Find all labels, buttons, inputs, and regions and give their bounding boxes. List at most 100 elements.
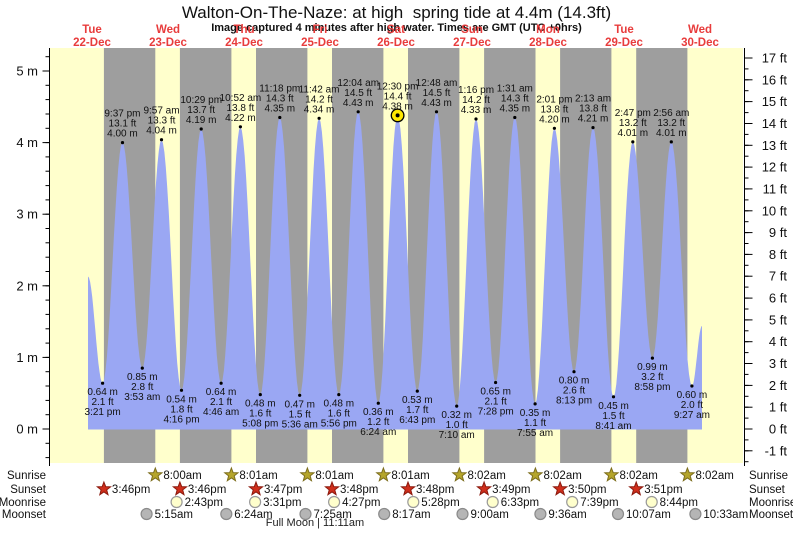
low-tide-time: 3:53 am: [124, 392, 160, 403]
moonset-time: 10:33am: [703, 509, 748, 521]
low-tide-height-m: 0.85 m: [127, 372, 158, 383]
high-tide-height-ft: 14.2 ft: [462, 95, 490, 106]
right-axis-label: 15 ft: [762, 94, 788, 109]
low-tide-height-ft: 1.6 ft: [328, 409, 350, 420]
low-tide-height-m: 0.48 m: [323, 399, 354, 410]
right-axis-label: 2 ft: [769, 378, 787, 393]
low-tide-height-ft: 1.5 ft: [289, 409, 311, 420]
moonrise-circle-icon: [645, 495, 658, 509]
day-header-weekday: Fri: [313, 24, 328, 36]
high-tide-height-m: 4.04 m: [146, 126, 177, 137]
low-tide-point: [337, 393, 341, 397]
low-tide-height-m: 0.65 m: [480, 386, 511, 397]
low-tide-point: [650, 356, 655, 360]
low-tide-height-m: 0.45 m: [598, 401, 629, 412]
low-tide-height-ft: 1.6 ft: [249, 409, 271, 420]
low-tide-time: 8:13 pm: [556, 396, 592, 407]
moonset-circle-icon: [299, 507, 312, 521]
chart-subtitle: Image captured 4 minutes after high wate…: [211, 22, 582, 34]
low-tide-height-m: 0.36 m: [363, 407, 394, 418]
low-tide-height-m: 0.35 m: [520, 408, 551, 419]
moonset-time: 7:25am: [313, 509, 351, 521]
day-header-date: 25-Dec: [301, 37, 339, 49]
high-tide-time: 11:42 am: [299, 84, 340, 95]
high-tide-height-m: 4.33 m: [461, 105, 492, 116]
day-header-date: 27-Dec: [453, 37, 491, 49]
high-tide-point: [278, 115, 282, 120]
low-tide-point: [258, 393, 262, 397]
low-tide-point: [611, 395, 616, 399]
high-tide-time: 12:48 am: [416, 78, 458, 89]
high-tide-height-ft: 13.3 ft: [148, 116, 176, 127]
moonset-circle-icon: [378, 507, 391, 521]
high-tide-point: [238, 125, 242, 129]
high-tide-point: [513, 115, 517, 120]
low-tide-height-m: 0.80 m: [559, 376, 590, 387]
sunrise-time: 8:02am: [695, 470, 733, 482]
low-tide-height-m: 0.64 m: [206, 387, 237, 398]
low-tide-point: [415, 389, 419, 393]
low-tide-height-ft: 1.0 ft: [446, 420, 468, 431]
sunset-time: 3:49pm: [492, 484, 530, 496]
day-header-date: 28-Dec: [529, 37, 567, 49]
low-tide-time: 5:56 pm: [321, 419, 357, 430]
sunset-time: 3:47pm: [264, 484, 302, 496]
moonrise-time: 3:31pm: [263, 497, 301, 509]
low-tide-point: [179, 388, 184, 392]
moonset-circle-icon: [689, 507, 702, 521]
right-axis-label: 0 ft: [769, 422, 787, 437]
sunrise-time: 8:01am: [239, 470, 277, 482]
moonrise-circle-icon: [170, 495, 183, 509]
right-axis-label: 13 ft: [762, 138, 788, 153]
day-header-weekday: Wed: [156, 24, 180, 36]
right-axis-label: 3 ft: [769, 356, 787, 371]
right-axis-label: 11 ft: [763, 181, 788, 196]
high-tide-height-ft: 13.8 ft: [227, 103, 255, 114]
high-tide-time: 2:56 am: [653, 108, 689, 119]
moonrise-circle-icon: [407, 495, 420, 509]
high-tide-time: 12:04 am: [337, 78, 379, 89]
high-tide-height-ft: 13.8 ft: [579, 104, 607, 115]
high-tide-height-m: 4.01 m: [618, 128, 649, 139]
high-tide-time: 12:30 pm: [377, 81, 419, 92]
low-tide-point: [690, 384, 694, 388]
sunrise-star-icon: [147, 466, 164, 482]
high-tide-height-ft: 14.3 ft: [501, 94, 529, 105]
astro-row-label-left: Moonset: [2, 509, 47, 521]
sunset-time: 3:48pm: [416, 484, 454, 496]
high-tide-height-ft: 14.4 ft: [384, 91, 412, 102]
sunrise-star-icon: [451, 466, 468, 482]
low-tide-time: 7:28 pm: [478, 406, 514, 417]
high-tide-point: [669, 140, 673, 144]
high-tide-time: 2:01 pm: [536, 94, 572, 105]
right-axis-label: 1 ft: [769, 400, 787, 415]
moonset-time: 6:24am: [234, 509, 272, 521]
tide-curve-area: [88, 111, 702, 430]
sunset-star-icon: [552, 480, 569, 496]
right-axis-label: 4 ft: [769, 334, 787, 349]
chart-title: Walton-On-The-Naze: at high spring tide …: [181, 3, 612, 22]
sunrise-star-icon: [223, 466, 240, 482]
low-tide-height-m: 0.99 m: [637, 362, 668, 373]
low-tide-point: [140, 366, 144, 370]
low-tide-point: [572, 370, 576, 374]
high-tide-point: [159, 138, 164, 142]
astro-row-label-left: Moonrise: [0, 497, 46, 509]
day-header-weekday: Wed: [688, 24, 712, 36]
high-tide-height-m: 4.00 m: [107, 129, 138, 140]
day-header-weekday: Sat: [387, 24, 405, 36]
sunset-time: 3:50pm: [568, 484, 606, 496]
high-tide-height-m: 4.20 m: [539, 114, 570, 125]
moonrise-time: 7:39pm: [580, 497, 618, 509]
day-header-date: 24-Dec: [225, 37, 263, 49]
low-tide-height-m: 0.32 m: [441, 410, 472, 421]
high-tide-height-m: 4.21 m: [578, 114, 609, 125]
astro-row-label-right: Sunrise: [749, 470, 788, 482]
day-header-date: 29-Dec: [605, 37, 643, 49]
sunset-time: 3:48pm: [340, 484, 378, 496]
right-axis-label: 9 ft: [769, 225, 787, 240]
low-tide-point: [533, 402, 537, 406]
moonset-circle-icon: [140, 507, 153, 521]
high-tide-time: 1:16 pm: [458, 85, 494, 96]
